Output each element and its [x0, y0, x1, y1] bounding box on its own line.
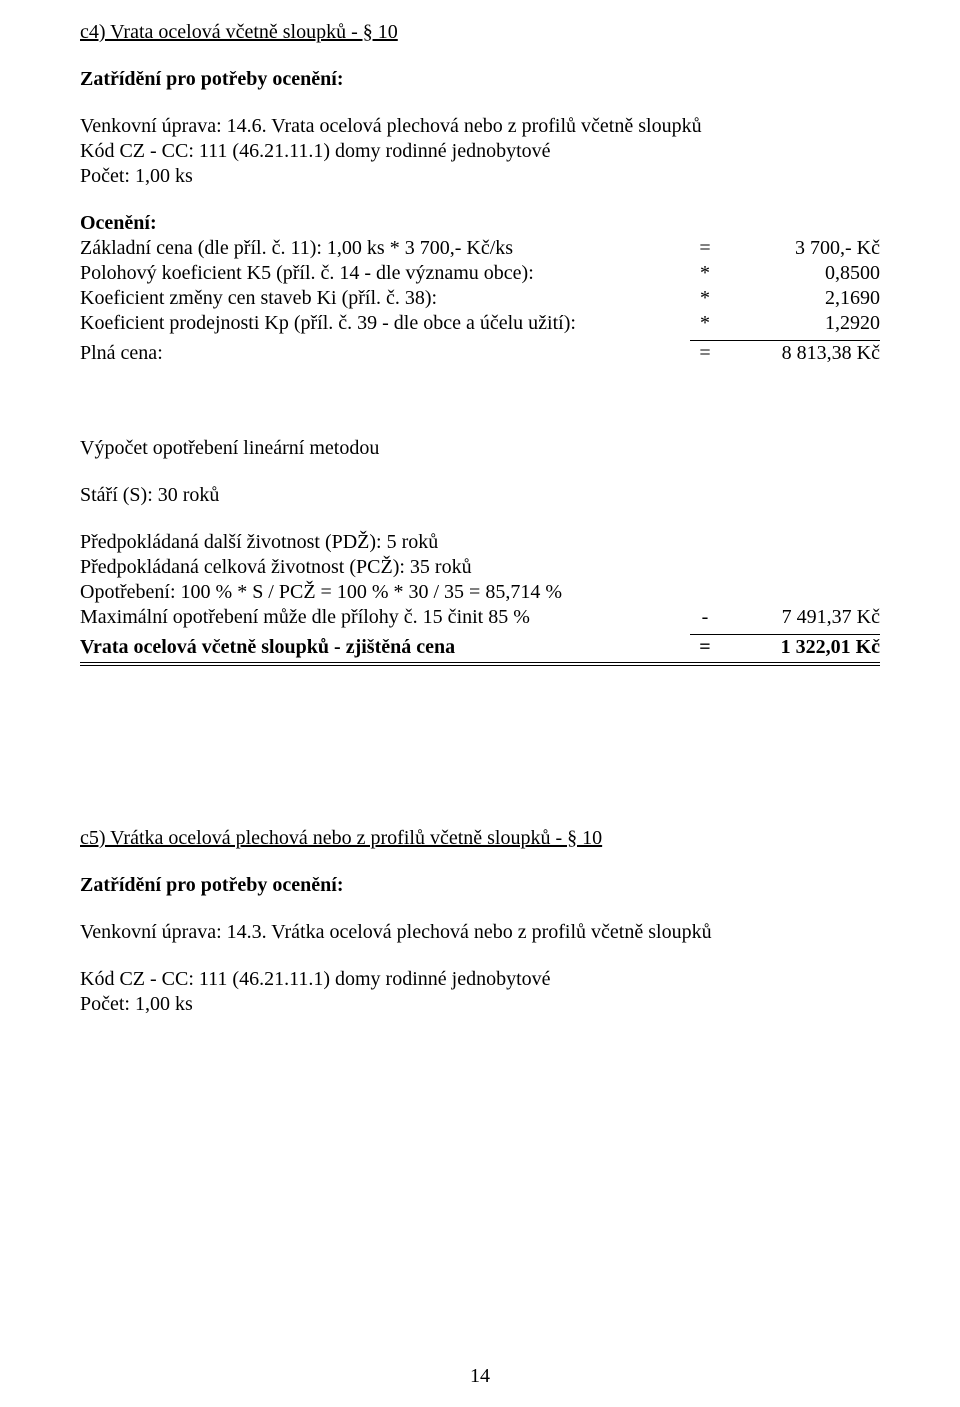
sec1-kod-line: Kód CZ - CC: 111 (46.21.11.1) domy rodin… — [80, 139, 880, 164]
plna-cena-label: Plná cena: — [80, 341, 163, 366]
appraisal-page: c4) Vrata ocelová včetně sloupků - § 10 … — [0, 0, 960, 1407]
sec1-oceneni-label: Ocenění: — [80, 211, 880, 236]
zjistena-row: Vrata ocelová včetně sloupků - zjištěná … — [80, 634, 880, 666]
sec2-zatrideni-label: Zatřídění pro potřeby ocenění: — [80, 874, 344, 896]
plna-cena-value-block: = 8 813,38 Kč — [690, 340, 880, 366]
calc-val: 3 700,- Kč — [720, 236, 880, 261]
calc-val: 0,8500 — [720, 261, 880, 286]
calc-op: * — [690, 311, 720, 336]
calc-op: * — [690, 286, 720, 311]
sec2-kod-line: Kód CZ - CC: 111 (46.21.11.1) domy rodin… — [80, 967, 880, 992]
plna-cena-op: = — [690, 340, 720, 366]
sec1-heading: c4) Vrata ocelová včetně sloupků - § 10 — [80, 21, 398, 43]
calc-label: Koeficient prodejnosti Kp (příl. č. 39 -… — [80, 311, 576, 336]
sec2-venkovni: Venkovní úprava: 14.3. Vrátka ocelová pl… — [80, 920, 880, 945]
maxline-row: Maximální opotřebení může dle přílohy č.… — [80, 605, 880, 630]
calc-label: Koeficient změny cen staveb Ki (příl. č.… — [80, 286, 437, 311]
sec2-heading-block: c5) Vrátka ocelová plechová nebo z profi… — [80, 826, 880, 851]
zjistena-val: 1 322,01 Kč — [720, 634, 880, 666]
calc-op: = — [690, 236, 720, 261]
calc-row: Koeficient prodejnosti Kp (příl. č. 39 -… — [80, 311, 880, 336]
maxline-val: 7 491,37 Kč — [720, 605, 880, 630]
sec1-heading-block: c4) Vrata ocelová včetně sloupků - § 10 — [80, 20, 880, 45]
calc-label: Polohový koeficient K5 (příl. č. 14 - dl… — [80, 261, 534, 286]
sec1-zatrideni-label: Zatřídění pro potřeby ocenění: — [80, 68, 344, 90]
zjistena-value-block: = 1 322,01 Kč — [690, 634, 880, 666]
maxline-op: - — [690, 605, 720, 630]
calc-label: Základní cena (dle příl. č. 11): 1,00 ks… — [80, 236, 513, 261]
plna-cena-val: 8 813,38 Kč — [720, 340, 880, 366]
sec1-vypocet: Výpočet opotřebení lineární metodou — [80, 436, 880, 461]
calc-op: * — [690, 261, 720, 286]
sec1-stari: Stáří (S): 30 roků — [80, 483, 880, 508]
calc-row: Koeficient změny cen staveb Ki (příl. č.… — [80, 286, 880, 311]
sec1-pdz: Předpokládaná další životnost (PDŽ): 5 r… — [80, 530, 880, 555]
sec1-zatrideni-block: Zatřídění pro potřeby ocenění: — [80, 67, 880, 92]
sec1-pcz: Předpokládaná celková životnost (PCŽ): 3… — [80, 555, 880, 580]
sec1-opot: Opotřebení: 100 % * S / PCŽ = 100 % * 30… — [80, 580, 880, 605]
calc-row: Základní cena (dle příl. č. 11): 1,00 ks… — [80, 236, 880, 261]
maxline-label: Maximální opotřebení může dle přílohy č.… — [80, 605, 530, 630]
sec1-oceneni-label-text: Ocenění: — [80, 212, 157, 234]
sec2-zatrideni-block: Zatřídění pro potřeby ocenění: — [80, 873, 880, 898]
zjistena-op: = — [690, 634, 720, 666]
plna-cena-row: Plná cena: = 8 813,38 Kč — [80, 340, 880, 366]
sec2-pocet: Počet: 1,00 ks — [80, 992, 880, 1017]
sec1-pocet: Počet: 1,00 ks — [80, 164, 880, 189]
sec2-heading: c5) Vrátka ocelová plechová nebo z profi… — [80, 827, 602, 849]
sec1-venkovni: Venkovní úprava: 14.6. Vrata ocelová ple… — [80, 114, 880, 139]
calc-row: Polohový koeficient K5 (příl. č. 14 - dl… — [80, 261, 880, 286]
calc-val: 1,2920 — [720, 311, 880, 336]
calc-val: 2,1690 — [720, 286, 880, 311]
zjistena-label: Vrata ocelová včetně sloupků - zjištěná … — [80, 635, 455, 666]
page-number: 14 — [0, 1364, 960, 1389]
